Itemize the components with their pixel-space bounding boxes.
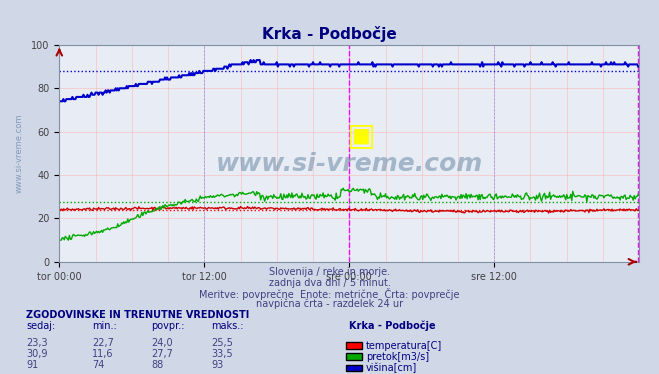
Text: 11,6: 11,6: [92, 349, 114, 359]
Text: Krka - Podbočje: Krka - Podbočje: [262, 26, 397, 42]
Text: 91: 91: [26, 361, 39, 370]
Text: 93: 93: [211, 361, 223, 370]
Text: 24,0: 24,0: [152, 338, 173, 348]
Text: maks.:: maks.:: [211, 321, 243, 331]
Text: ▣: ▣: [347, 122, 376, 150]
Text: www.si-vreme.com: www.si-vreme.com: [215, 152, 483, 176]
Text: 88: 88: [152, 361, 164, 370]
Text: višina[cm]: višina[cm]: [366, 363, 417, 374]
Text: Krka - Podbočje: Krka - Podbočje: [349, 321, 436, 331]
Text: temperatura[C]: temperatura[C]: [366, 341, 442, 351]
Text: 30,9: 30,9: [26, 349, 48, 359]
Text: 25,5: 25,5: [211, 338, 233, 348]
Text: min.:: min.:: [92, 321, 117, 331]
Text: povpr.:: povpr.:: [152, 321, 185, 331]
Text: ZGODOVINSKE IN TRENUTNE VREDNOSTI: ZGODOVINSKE IN TRENUTNE VREDNOSTI: [26, 310, 250, 320]
Text: sedaj:: sedaj:: [26, 321, 55, 331]
Text: navpična črta - razdelek 24 ur: navpična črta - razdelek 24 ur: [256, 299, 403, 309]
Text: 23,3: 23,3: [26, 338, 48, 348]
Text: www.si-vreme.com: www.si-vreme.com: [14, 114, 23, 193]
Text: Slovenija / reke in morje.: Slovenija / reke in morje.: [269, 267, 390, 278]
Text: pretok[m3/s]: pretok[m3/s]: [366, 352, 429, 362]
Text: 33,5: 33,5: [211, 349, 233, 359]
Text: 27,7: 27,7: [152, 349, 173, 359]
Text: zadnja dva dni / 5 minut.: zadnja dva dni / 5 minut.: [269, 278, 390, 288]
Text: 22,7: 22,7: [92, 338, 114, 348]
Text: Meritve: povprečne  Enote: metrične  Črta: povprečje: Meritve: povprečne Enote: metrične Črta:…: [199, 288, 460, 300]
Text: 74: 74: [92, 361, 105, 370]
